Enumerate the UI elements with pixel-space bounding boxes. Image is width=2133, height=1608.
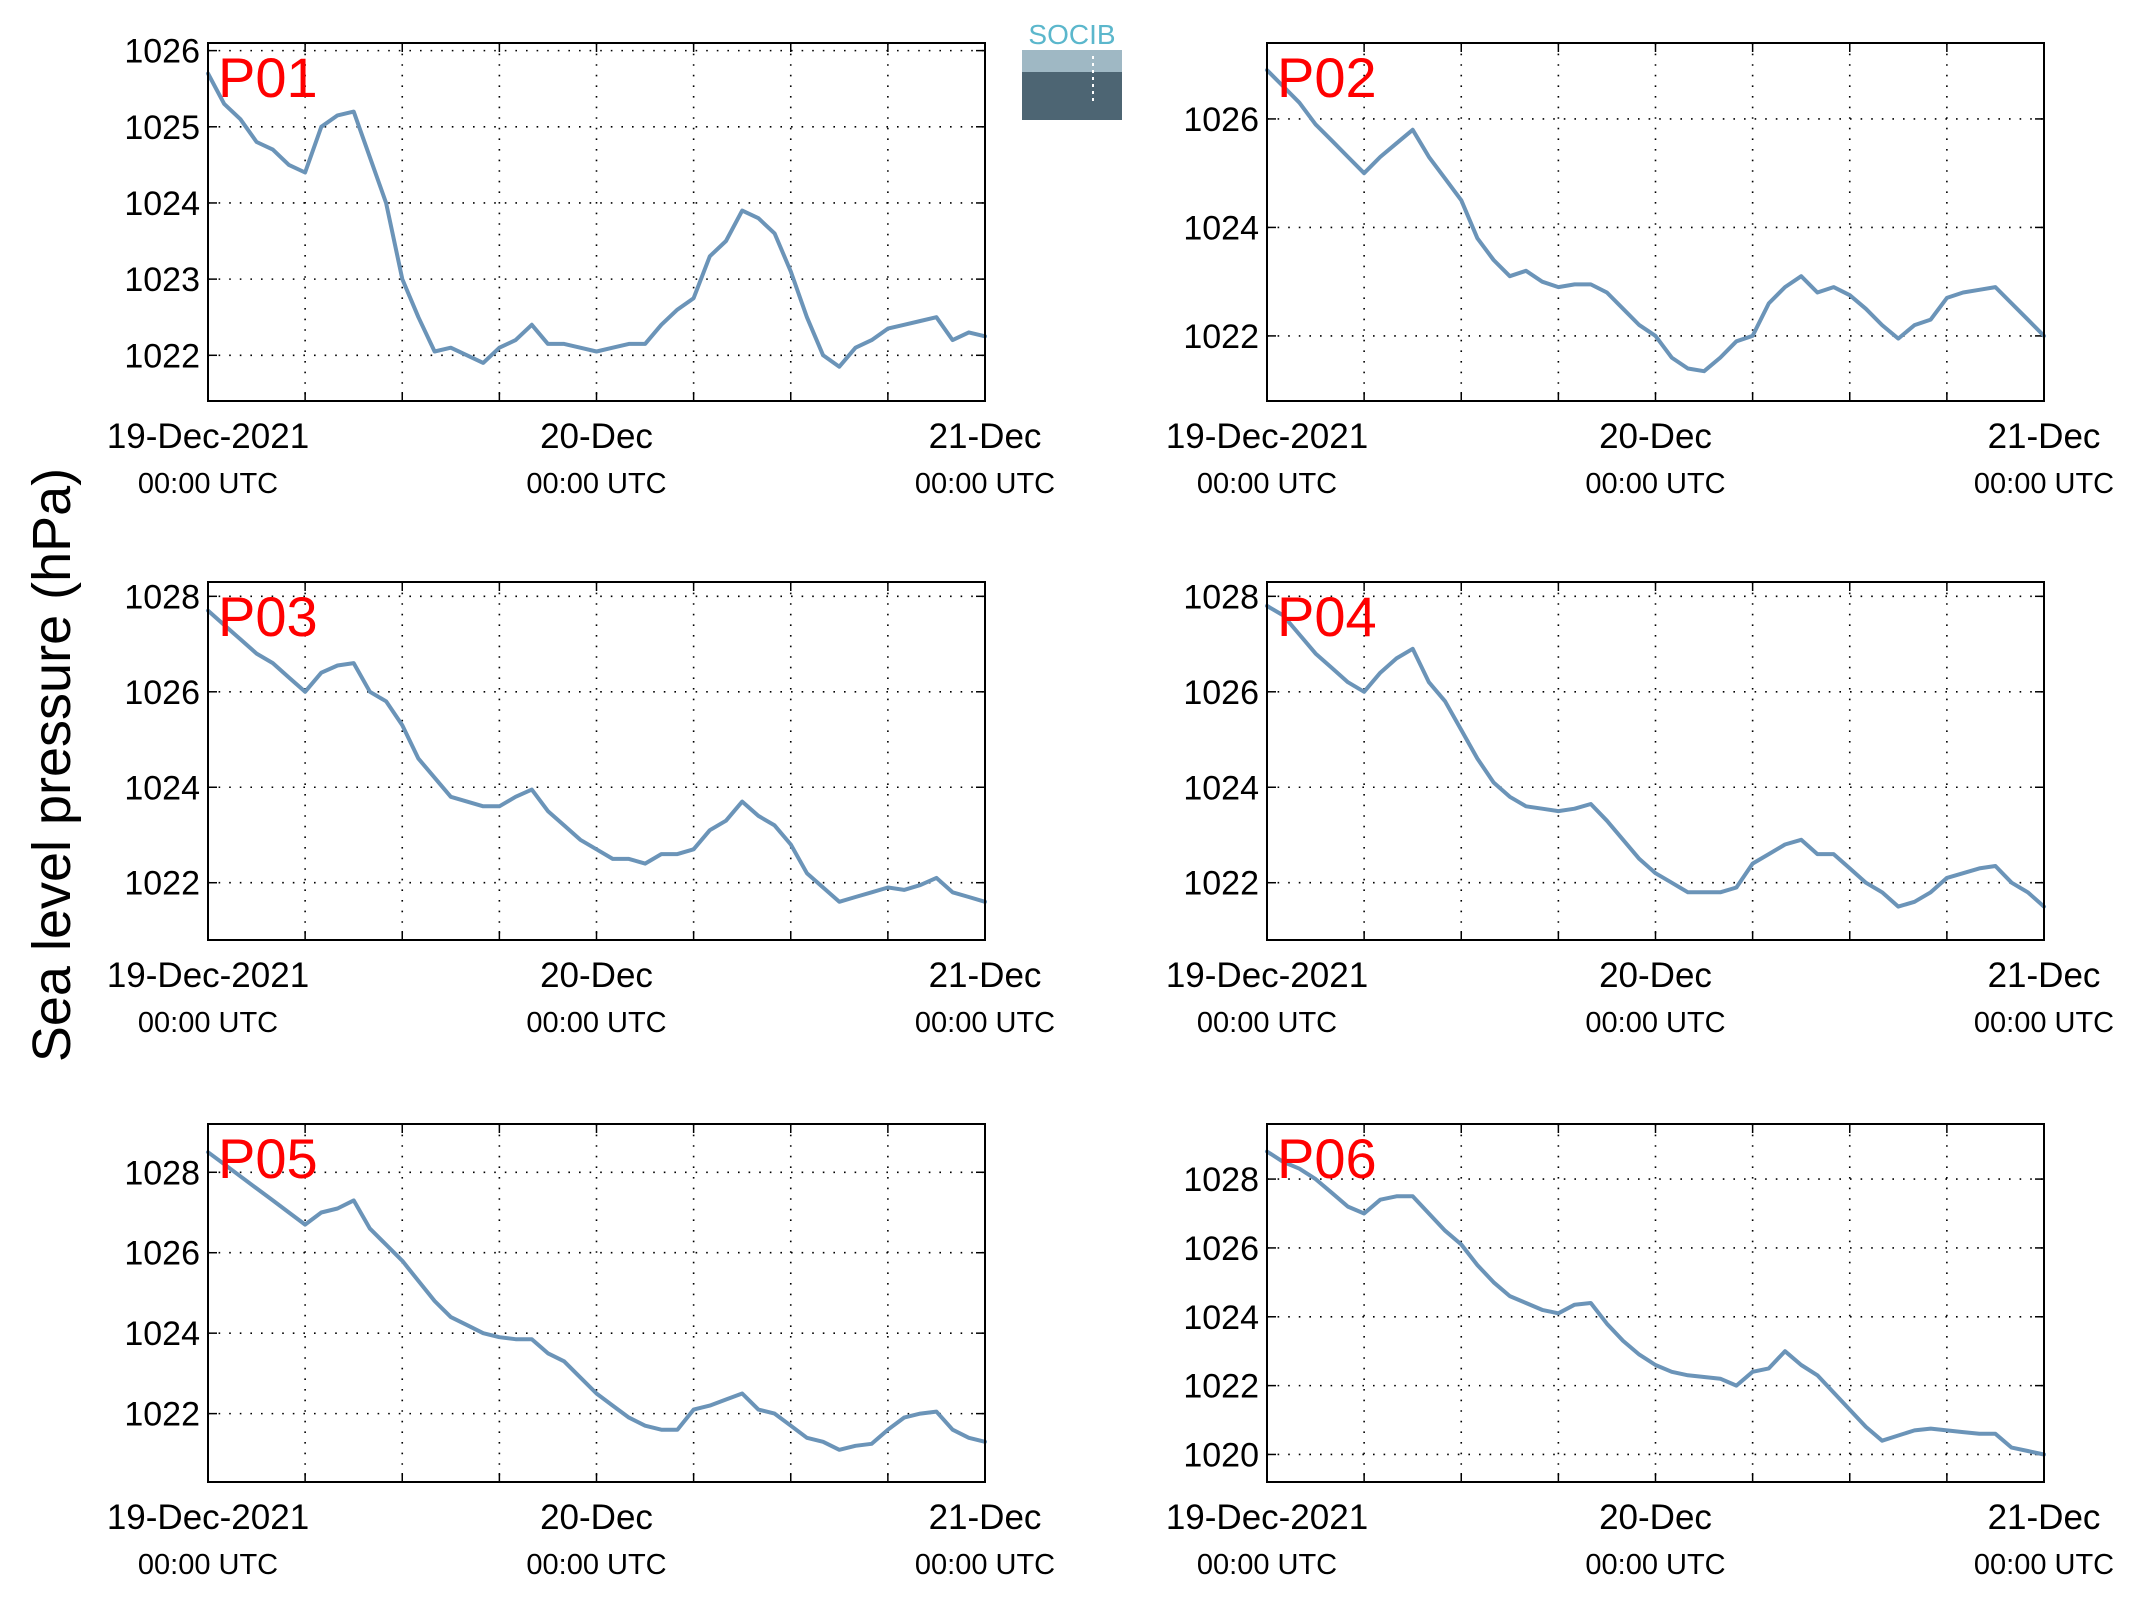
x-tick-label-date: 19-Dec-2021 — [1166, 1498, 1368, 1537]
panel-p02: 1022 1024 1026 19-Dec-2021 00:00 UTC 20-Dec 00… — [1166, 42, 2114, 500]
x-tick-label-date: 19-Dec-2021 — [1166, 417, 1368, 456]
y-tick-label: 1028 — [1183, 1161, 1259, 1199]
x-tick-label-date: 20-Dec — [540, 1498, 653, 1537]
panel-label: P02 — [1277, 46, 1377, 109]
y-tick-label: 1024 — [124, 185, 200, 223]
panel-p04: 1022 1024 1026 1028 19-Dec-2021 00:00 UTC 20-D… — [1166, 578, 2114, 1039]
y-tick-label: 1023 — [124, 261, 200, 299]
y-tick-label: 1024 — [1183, 209, 1259, 247]
y-tick-label: 1024 — [124, 1315, 200, 1353]
panel-p01: 1022 1023 1024 1025 1026 19-Dec-2021 00:00 UTC… — [107, 33, 1055, 500]
x-tick-label-date: 21-Dec — [929, 956, 1042, 995]
y-tick-label: 1026 — [1183, 674, 1259, 712]
axes-frame — [1266, 1123, 2045, 1483]
panel-p05: 1022 1024 1026 1028 19-Dec-2021 00:00 UTC 20-D… — [107, 1123, 1055, 1581]
pressure-series-line — [1265, 1149, 2046, 1457]
pressure-series-line — [206, 1150, 987, 1452]
y-tick-label: 1022 — [1183, 1368, 1259, 1406]
x-tick-label-time: 00:00 UTC — [138, 1549, 278, 1581]
y-tick-label: 1026 — [1183, 1230, 1259, 1268]
x-tick-label-date: 21-Dec — [929, 417, 1042, 456]
x-tick-label-date: 20-Dec — [540, 417, 653, 456]
x-tick-label-date: 19-Dec-2021 — [1166, 956, 1368, 995]
x-tick-label-date: 21-Dec — [1988, 1498, 2101, 1537]
y-tick-label: 1024 — [124, 769, 200, 807]
y-tick-label: 1028 — [1183, 578, 1259, 616]
panels: 1022 1023 1024 1025 1026 19-Dec-2021 00:00 UTC… — [107, 33, 2114, 1581]
x-tick-label-date: 20-Dec — [1599, 1498, 1712, 1537]
socib-logo-band — [1022, 50, 1122, 72]
y-tick-label: 1022 — [1183, 318, 1259, 356]
x-tick-label-date: 20-Dec — [540, 956, 653, 995]
x-tick-label-time: 00:00 UTC — [1974, 1549, 2114, 1581]
y-tick-label: 1028 — [124, 578, 200, 616]
panel-p06: 1020 1022 1024 1026 1028 19-Dec-2021 00:00 UTC… — [1166, 1123, 2114, 1581]
x-tick-label-time: 00:00 UTC — [1585, 1007, 1725, 1039]
panel-label: P03 — [218, 585, 318, 648]
panel-label: P06 — [1277, 1127, 1377, 1190]
x-tick-label-time: 00:00 UTC — [915, 468, 1055, 500]
x-tick-label-time: 00:00 UTC — [526, 468, 666, 500]
y-tick-label: 1024 — [1183, 1299, 1259, 1337]
x-tick-label-time: 00:00 UTC — [1974, 468, 2114, 500]
y-tick-label: 1024 — [1183, 769, 1259, 807]
x-tick-label-date: 20-Dec — [1599, 956, 1712, 995]
pressure-series-line — [1265, 603, 2046, 909]
x-tick-label-date: 20-Dec — [1599, 417, 1712, 456]
axes-frame — [1266, 42, 2045, 402]
y-tick-label: 1026 — [124, 1235, 200, 1273]
axes-frame — [207, 42, 986, 402]
x-tick-label-time: 00:00 UTC — [138, 468, 278, 500]
panel-label: P05 — [218, 1127, 318, 1190]
pressure-series-line — [206, 71, 987, 369]
x-tick-label-time: 00:00 UTC — [526, 1549, 666, 1581]
x-tick-label-date: 19-Dec-2021 — [107, 956, 309, 995]
panel-p03: 1022 1024 1026 1028 19-Dec-2021 00:00 UTC 20-D… — [107, 578, 1055, 1039]
axes-frame — [207, 581, 986, 941]
x-tick-label-date: 19-Dec-2021 — [107, 1498, 309, 1537]
x-tick-label-time: 00:00 UTC — [1197, 1549, 1337, 1581]
y-tick-label: 1026 — [124, 33, 200, 71]
socib-logo: SOCIB — [1022, 19, 1122, 120]
x-tick-label-time: 00:00 UTC — [1585, 468, 1725, 500]
x-tick-label-date: 21-Dec — [1988, 956, 2101, 995]
y-axis-label: Sea level pressure (hPa) — [22, 468, 82, 1062]
x-tick-label-time: 00:00 UTC — [915, 1549, 1055, 1581]
y-tick-label: 1025 — [124, 109, 200, 147]
panel-label: P04 — [1277, 585, 1377, 648]
axes-frame — [1266, 581, 2045, 941]
x-tick-label-date: 21-Dec — [929, 1498, 1042, 1537]
x-tick-label-time: 00:00 UTC — [915, 1007, 1055, 1039]
x-tick-label-date: 19-Dec-2021 — [107, 417, 309, 456]
axes-frame — [207, 1123, 986, 1483]
x-tick-label-time: 00:00 UTC — [1197, 1007, 1337, 1039]
y-tick-label: 1020 — [1183, 1436, 1259, 1474]
x-tick-label-time: 00:00 UTC — [1585, 1549, 1725, 1581]
x-tick-label-time: 00:00 UTC — [138, 1007, 278, 1039]
socib-logo-text: SOCIB — [1028, 19, 1115, 50]
pressure-series-line — [206, 608, 987, 904]
x-tick-label-time: 00:00 UTC — [1974, 1007, 2114, 1039]
y-tick-label: 1022 — [124, 337, 200, 375]
pressure-series-line — [1265, 68, 2046, 374]
y-tick-label: 1022 — [124, 1396, 200, 1434]
x-tick-label-time: 00:00 UTC — [526, 1007, 666, 1039]
x-tick-label-date: 21-Dec — [1988, 417, 2101, 456]
y-tick-label: 1026 — [1183, 101, 1259, 139]
panel-label: P01 — [218, 46, 318, 109]
x-tick-label-time: 00:00 UTC — [1197, 468, 1337, 500]
y-tick-label: 1028 — [124, 1154, 200, 1192]
y-tick-label: 1022 — [124, 865, 200, 903]
y-tick-label: 1022 — [1183, 865, 1259, 903]
y-tick-label: 1026 — [124, 674, 200, 712]
